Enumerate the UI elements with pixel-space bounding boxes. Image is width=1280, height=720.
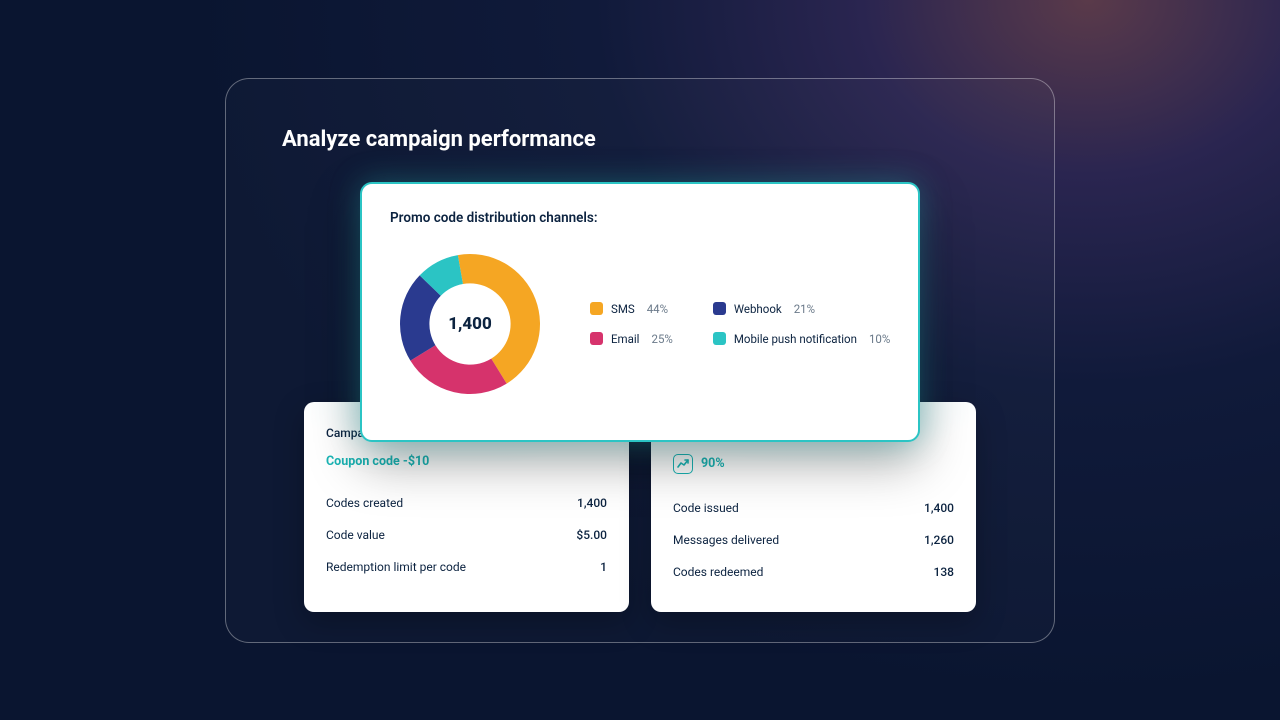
panel-title: Analyze campaign performance	[282, 127, 998, 152]
legend-item: Webhook 21%	[713, 302, 890, 316]
donut-center-value: 1,400	[390, 244, 550, 404]
legend-swatch	[713, 302, 726, 315]
stat-label: Codes redeemed	[673, 565, 763, 579]
open-rate-value: 90%	[701, 456, 725, 471]
legend-swatch	[590, 332, 603, 345]
open-rate-stats-list: Code issued 1,400 Messages delivered 1,260 C…	[673, 492, 954, 588]
stat-value: $5.00	[576, 528, 607, 542]
stat-value: 1,400	[577, 496, 607, 510]
legend-pct: 21%	[794, 302, 815, 316]
distribution-title: Promo code distribution channels:	[390, 210, 890, 226]
stat-row: Codes redeemed 138	[673, 556, 954, 588]
donut-chart: 1,400	[390, 244, 550, 404]
donut-legend: SMS 44% Webhook 21% Email 25% Mobile push noti…	[590, 302, 890, 346]
legend-pct: 10%	[869, 332, 890, 346]
stat-value: 1	[600, 560, 607, 574]
stat-label: Code value	[326, 528, 385, 542]
distribution-body: 1,400 SMS 44% Webhook 21% Email 25% Mobile pus…	[390, 244, 890, 404]
legend-item: Email 25%	[590, 332, 673, 346]
open-rate-row: 90%	[673, 454, 954, 474]
stat-label: Messages delivered	[673, 533, 779, 547]
legend-swatch	[590, 302, 603, 315]
legend-label: Email	[611, 332, 639, 346]
legend-pct: 44%	[647, 302, 668, 316]
stat-value: 1,260	[924, 533, 954, 547]
stat-row: Codes created 1,400	[326, 487, 607, 519]
legend-label: Mobile push notification	[734, 332, 857, 346]
distribution-channels-card: Promo code distribution channels: 1,400 …	[360, 182, 920, 442]
trend-up-icon	[673, 454, 693, 474]
legend-pct: 25%	[651, 332, 672, 346]
performance-panel: Analyze campaign performance Campaign na…	[225, 78, 1055, 643]
legend-item: SMS 44%	[590, 302, 673, 316]
legend-label: SMS	[611, 302, 635, 316]
content-area: Campaign name Coupon code -$10 Codes cre…	[282, 182, 998, 612]
legend-swatch	[713, 332, 726, 345]
stat-row: Redemption limit per code 1	[326, 551, 607, 583]
legend-label: Webhook	[734, 302, 782, 316]
stat-value: 1,400	[924, 501, 954, 515]
stat-label: Redemption limit per code	[326, 560, 466, 574]
stat-row: Messages delivered 1,260	[673, 524, 954, 556]
legend-item: Mobile push notification 10%	[713, 332, 890, 346]
stat-value: 138	[934, 565, 954, 579]
stat-label: Code issued	[673, 501, 739, 515]
stat-row: Code value $5.00	[326, 519, 607, 551]
stat-row: Code issued 1,400	[673, 492, 954, 524]
stat-label: Codes created	[326, 496, 403, 510]
campaign-stats-list: Codes created 1,400 Code value $5.00 Redempt…	[326, 487, 607, 583]
campaign-name-value: Coupon code -$10	[326, 454, 607, 469]
